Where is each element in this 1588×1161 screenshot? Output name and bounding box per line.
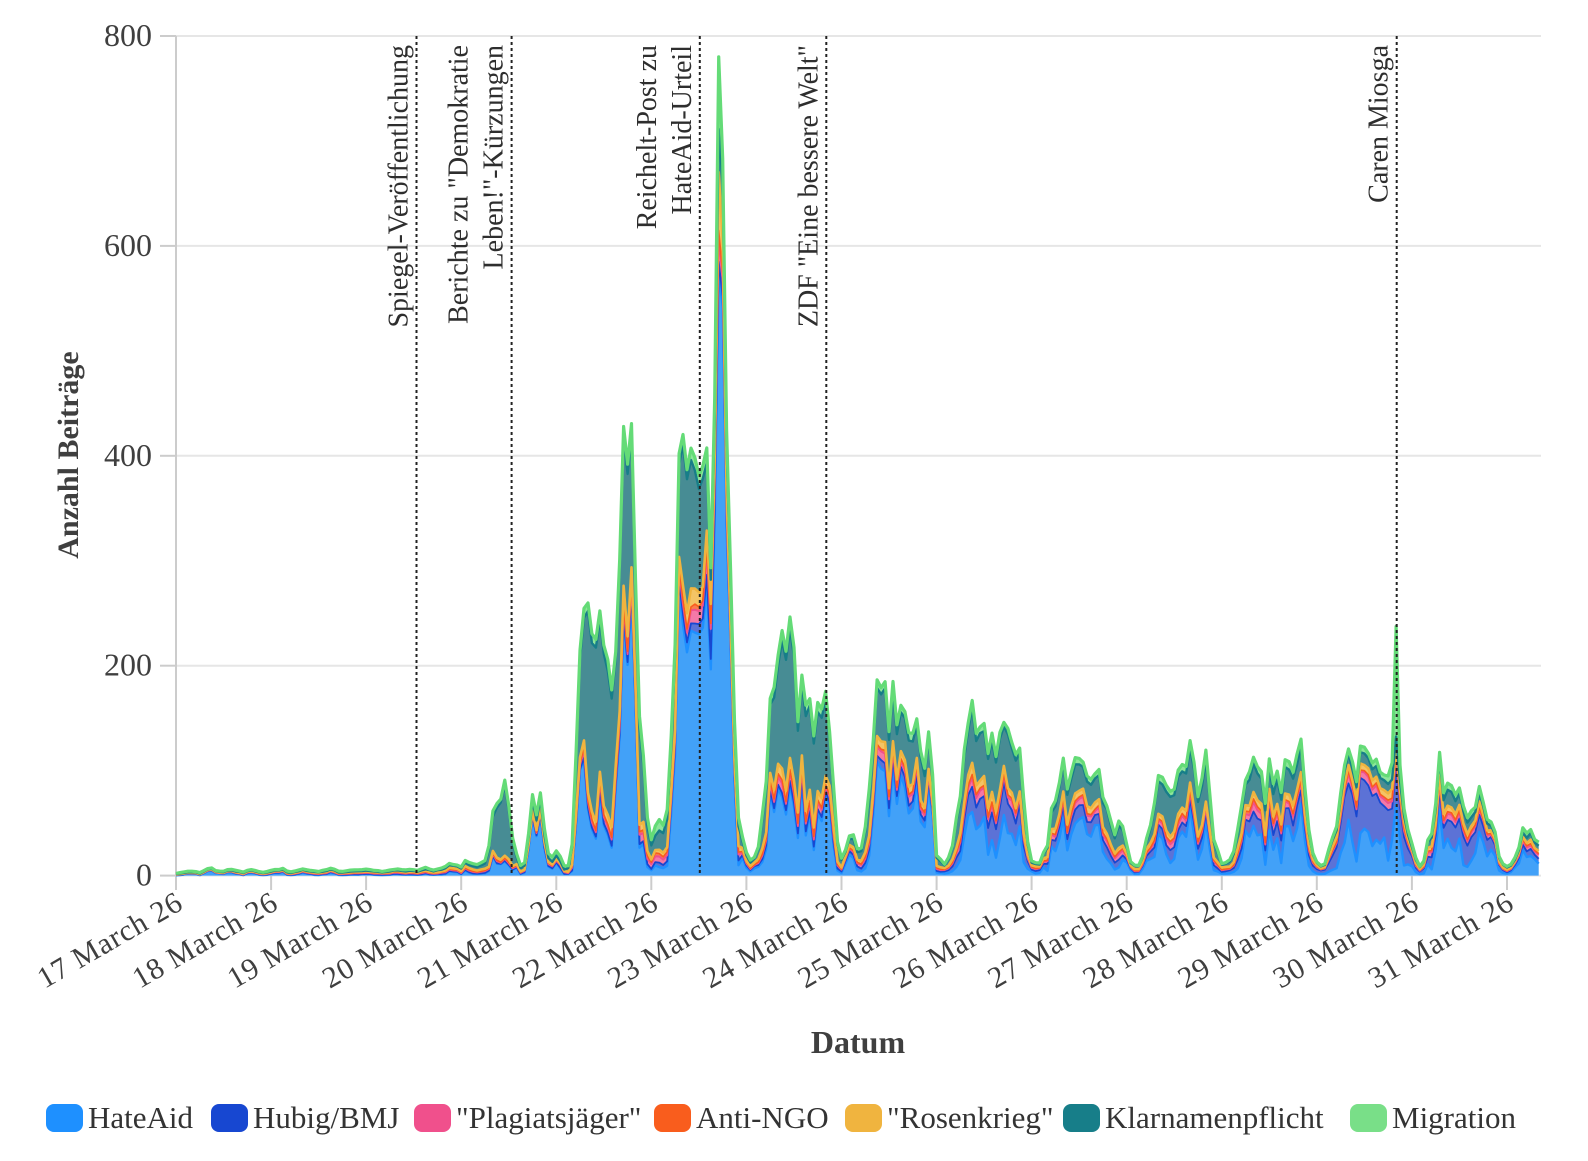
svg-text:800: 800 — [104, 17, 152, 53]
svg-text:Spiegel-Veröffentlichung: Spiegel-Veröffentlichung — [384, 45, 415, 328]
svg-text:"Rosenkrieg": "Rosenkrieg" — [887, 1100, 1054, 1135]
svg-text:"Plagiatsjäger": "Plagiatsjäger" — [456, 1100, 641, 1135]
svg-text:Caren Miosga: Caren Miosga — [1364, 44, 1395, 202]
svg-text:Hubig/BMJ: Hubig/BMJ — [253, 1100, 399, 1135]
svg-text:Anti-NGO: Anti-NGO — [696, 1100, 829, 1135]
svg-text:Klarnamenpflicht: Klarnamenpflicht — [1105, 1100, 1324, 1135]
svg-text:Datum: Datum — [811, 1024, 906, 1060]
svg-text:0: 0 — [136, 857, 152, 893]
svg-text:ZDF "Eine bessere Welt": ZDF "Eine bessere Welt" — [793, 45, 824, 327]
svg-text:Reichelt-Post zu: Reichelt-Post zu — [632, 45, 663, 229]
svg-text:Berichte zu "Demokratie: Berichte zu "Demokratie — [444, 45, 475, 324]
svg-text:200: 200 — [104, 647, 152, 683]
svg-text:400: 400 — [104, 437, 152, 473]
svg-text:Migration: Migration — [1392, 1100, 1516, 1135]
svg-text:Anzahl Beiträge: Anzahl Beiträge — [52, 351, 85, 558]
svg-text:HateAid: HateAid — [88, 1100, 194, 1135]
svg-text:Leben!"-Kürzungen: Leben!"-Kürzungen — [479, 45, 510, 269]
svg-text:600: 600 — [104, 227, 152, 263]
svg-text:HateAid-Urteil: HateAid-Urteil — [667, 45, 698, 215]
